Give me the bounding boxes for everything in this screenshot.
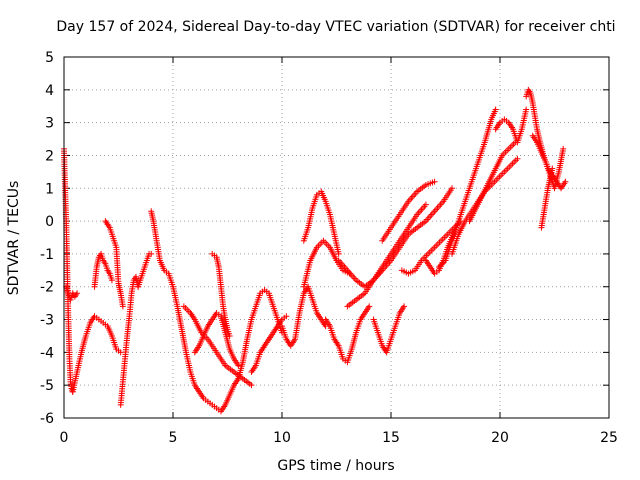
- data-point: [226, 332, 233, 339]
- data-point: [235, 362, 242, 369]
- y-tick-label: 5: [45, 50, 54, 66]
- data-point: [117, 349, 124, 356]
- y-tick-label: -2: [40, 280, 54, 296]
- x-tick-label: 15: [382, 430, 400, 446]
- data-point: [335, 250, 342, 257]
- axis-ticks: 0 5 10 15 20 25 -6 -5 -4 -3 -2 -1 0 1 2 3 4 5: [40, 50, 618, 446]
- y-tick-label: 1: [45, 181, 54, 197]
- chart-title: Day 157 of 2024, Sidereal Day-to-day VTE…: [56, 19, 615, 35]
- data-point: [492, 106, 499, 113]
- data-point: [148, 250, 155, 257]
- data-point: [549, 165, 556, 172]
- data-point: [366, 303, 373, 310]
- data-point: [283, 313, 290, 320]
- data-point: [108, 277, 115, 284]
- y-tick-label: 4: [45, 83, 54, 99]
- data-point: [119, 303, 126, 310]
- data-point: [523, 106, 530, 113]
- y-tick-label: 0: [45, 214, 54, 230]
- data-points: [61, 86, 569, 415]
- x-tick-label: 5: [169, 430, 178, 446]
- data-point: [74, 290, 81, 297]
- x-axis-label: GPS time / hours: [277, 458, 394, 474]
- data-point: [514, 155, 521, 162]
- grid: [64, 57, 609, 418]
- x-tick-label: 25: [600, 430, 618, 446]
- data-point: [422, 201, 429, 208]
- data-point: [401, 303, 408, 310]
- plot-frame: [63, 56, 610, 419]
- y-tick-label: -5: [40, 378, 54, 394]
- x-tick-label: 10: [273, 430, 291, 446]
- y-axis-label: SDTVAR / TECUs: [6, 181, 22, 296]
- y-tick-label: -1: [40, 247, 54, 263]
- y-tick-label: -4: [40, 345, 54, 361]
- data-point: [248, 382, 255, 389]
- data-point: [449, 185, 456, 192]
- x-tick-label: 0: [60, 430, 69, 446]
- data-point: [431, 178, 438, 185]
- y-tick-label: -6: [40, 411, 54, 427]
- data-point: [562, 178, 569, 185]
- data-point: [560, 145, 567, 152]
- y-tick-label: -3: [40, 313, 54, 329]
- y-tick-label: 2: [45, 148, 54, 164]
- x-tick-label: 20: [491, 430, 509, 446]
- y-tick-label: 3: [45, 116, 54, 132]
